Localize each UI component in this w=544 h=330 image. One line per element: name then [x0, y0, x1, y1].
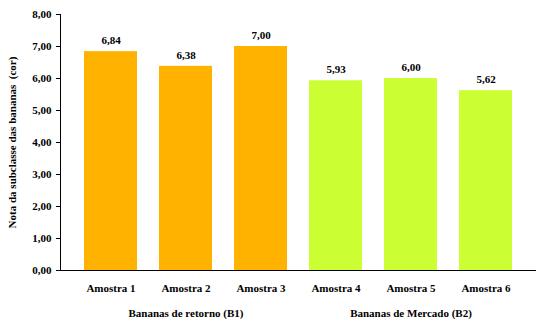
svg-text:6,38: 6,38 [176, 49, 196, 61]
svg-text:1,00: 1,00 [32, 232, 52, 244]
svg-text:0,00: 0,00 [32, 264, 52, 276]
svg-text:7,00: 7,00 [251, 29, 271, 41]
svg-text:3,00: 3,00 [32, 168, 52, 180]
svg-text:6,00: 6,00 [32, 72, 52, 84]
svg-text:2,00: 2,00 [32, 200, 52, 212]
svg-text:Amostra 2: Amostra 2 [161, 282, 211, 294]
svg-text:Bananas de Mercado (B2): Bananas de Mercado (B2) [350, 307, 472, 320]
svg-text:Amostra 1: Amostra 1 [86, 282, 135, 294]
svg-text:Amostra 5: Amostra 5 [386, 282, 436, 294]
svg-text:Nota da subclasse das bananas: Nota da subclasse das bananas (cor) [6, 56, 19, 228]
svg-text:Bananas de retorno (B1): Bananas de retorno (B1) [129, 307, 244, 320]
svg-text:6,84: 6,84 [101, 34, 121, 46]
svg-text:Amostra 6: Amostra 6 [461, 282, 511, 294]
svg-text:4,00: 4,00 [32, 136, 52, 148]
svg-text:5,93: 5,93 [326, 63, 346, 75]
svg-text:7,00: 7,00 [32, 40, 52, 52]
svg-text:Amostra 3: Amostra 3 [236, 282, 286, 294]
svg-text:6,00: 6,00 [401, 61, 421, 73]
svg-text:5,00: 5,00 [32, 104, 52, 116]
svg-text:8,00: 8,00 [32, 8, 52, 20]
svg-text:Amostra 4: Amostra 4 [311, 282, 361, 294]
svg-text:5,62: 5,62 [476, 73, 496, 85]
